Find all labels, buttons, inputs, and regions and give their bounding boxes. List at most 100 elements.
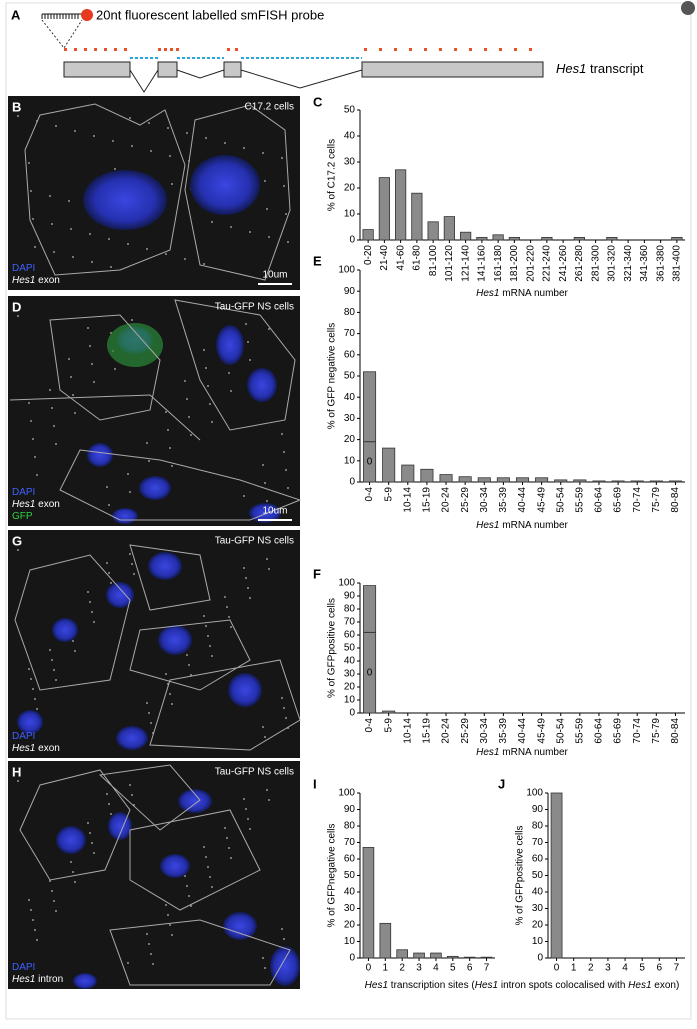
spot <box>129 117 131 119</box>
x-tick-label: 30-34 <box>479 487 490 513</box>
x-tick-label: 4 <box>622 963 628 974</box>
bar <box>396 949 408 959</box>
spot <box>169 447 171 449</box>
y-tick-label: 30 <box>344 669 356 680</box>
x-tick-label: 20-24 <box>441 487 452 513</box>
y-tick-label: 0 <box>349 708 355 719</box>
x-tick-label: 0 <box>554 963 560 974</box>
image-caption: Tau-GFP NS cells <box>215 302 294 313</box>
spot <box>190 434 192 436</box>
spot <box>186 398 188 400</box>
spot <box>74 650 76 652</box>
x-tick-label: 65-69 <box>613 718 624 744</box>
spot <box>264 180 266 182</box>
spot <box>148 943 150 945</box>
spot <box>110 813 112 815</box>
spot <box>262 152 264 154</box>
x-tick-label: 4 <box>433 963 439 974</box>
spot <box>30 678 32 680</box>
spot <box>89 832 91 834</box>
x-tick-label: 321-340 <box>623 245 634 282</box>
spot <box>72 871 74 873</box>
spot <box>150 953 152 955</box>
spot <box>28 402 30 404</box>
spot <box>167 127 169 129</box>
bar <box>606 236 618 241</box>
spot <box>150 722 152 724</box>
spot <box>32 688 34 690</box>
probe-label: 20nt fluorescent labelled smFISH probe <box>96 7 324 22</box>
bar <box>476 236 488 241</box>
spot <box>224 596 226 598</box>
spot <box>53 669 55 671</box>
spot <box>72 640 74 642</box>
spot <box>148 122 150 124</box>
bar <box>362 229 374 241</box>
x-axis-label: Hes1 mRNA number <box>476 747 568 758</box>
y-axis-label: % of C17.2 cells <box>327 139 338 211</box>
bar <box>363 585 377 714</box>
x-tick-label: 75-79 <box>651 718 662 744</box>
spot <box>285 213 287 215</box>
panel-label: I <box>313 776 317 791</box>
spot <box>266 500 268 502</box>
x-tick-label: 3 <box>416 963 422 974</box>
spot <box>34 456 36 458</box>
spot <box>55 125 57 127</box>
spot <box>146 248 148 250</box>
spot <box>247 818 249 820</box>
spot <box>55 443 57 445</box>
y-tick-label: 0 <box>537 953 543 964</box>
y-tick-label: 70 <box>344 617 356 628</box>
x-tick-label: 5-9 <box>383 487 394 502</box>
nucleus <box>83 170 167 230</box>
bar <box>463 956 476 959</box>
spot <box>165 411 167 413</box>
y-tick-label: 30 <box>344 413 356 424</box>
spot <box>74 881 76 883</box>
spot <box>32 919 34 921</box>
x-tick-label: 41-60 <box>395 245 406 271</box>
x-tick-label: 121-140 <box>460 245 471 282</box>
x-tick-label: 45-49 <box>536 487 547 513</box>
y-tick-label: 0 <box>349 477 355 488</box>
bar <box>427 221 439 241</box>
y-tick-label: 30 <box>344 157 356 168</box>
spot <box>112 140 114 142</box>
spot <box>205 625 207 627</box>
spot <box>51 407 53 409</box>
spot <box>186 132 188 134</box>
y-tick-label: 80 <box>344 307 356 318</box>
y-axis-label: % of GFPpositive cells <box>515 825 526 925</box>
spot <box>287 487 289 489</box>
spot <box>28 668 30 670</box>
inner-mark-label: 0 <box>367 457 373 468</box>
spot <box>72 394 74 396</box>
x-tick-label: 81-100 <box>428 245 439 277</box>
text-part: exon <box>35 275 59 286</box>
bar <box>439 474 453 483</box>
spot <box>93 852 95 854</box>
spot <box>34 698 36 700</box>
spot <box>28 162 30 164</box>
spot <box>51 659 53 661</box>
spot <box>224 827 226 829</box>
spot <box>245 323 247 325</box>
spot <box>152 963 154 965</box>
inner-mark-label: 0 <box>367 667 373 678</box>
spot <box>203 846 205 848</box>
bar <box>541 236 553 241</box>
bar <box>382 710 396 714</box>
bar <box>592 480 606 483</box>
nucleus <box>270 946 300 986</box>
spot <box>114 368 116 370</box>
transcript-diagram <box>41 9 544 93</box>
x-tick-label: 241-260 <box>558 245 569 282</box>
spot <box>188 416 190 418</box>
spot <box>247 587 249 589</box>
spot <box>108 803 110 805</box>
bar <box>668 480 682 483</box>
y-tick-label: 90 <box>344 804 356 815</box>
y-tick-label: 20 <box>344 183 356 194</box>
spot <box>249 828 251 830</box>
